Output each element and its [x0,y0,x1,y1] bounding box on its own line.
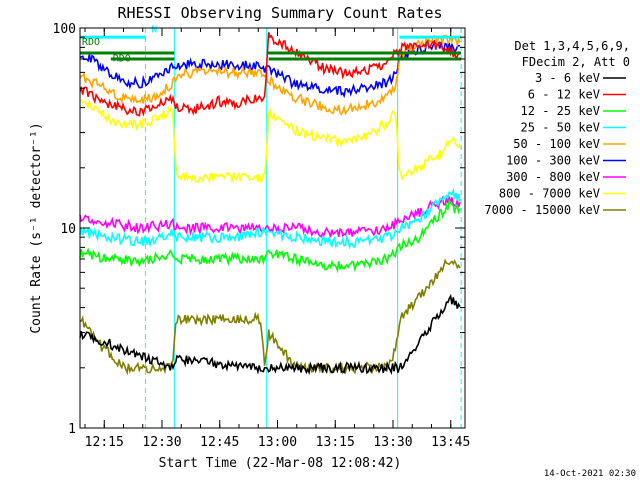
legend-header-line-2: FDecim 2, Att 0 [522,55,630,69]
legend-label-6: 300 - 800 keV [506,170,600,184]
legend-header-line-1: Det 1,3,4,5,6,9, [514,39,630,53]
x-tick-label-4: 13:15 [316,435,355,450]
legend-label-3: 25 - 50 keV [521,121,600,135]
y-tick-label-0: 1 [68,422,76,437]
x-tick-label-0: 12:15 [85,435,124,450]
series-line-0 [79,293,461,376]
legend-label-2: 12 - 25 keV [521,104,600,118]
legend-label-4: 50 - 100 keV [513,137,600,151]
x-tick-label-5: 13:30 [373,435,412,450]
flag-label-0: RDO [82,37,100,48]
x-tick-label-3: 13:00 [258,435,297,450]
x-axis-label: Start Time (22-Mar-08 12:08:42) [159,456,402,471]
series-line-2 [79,198,461,274]
axes: 12:15 12:30 12:45 13:00 13:15 13:30 13:45 1 10 10… [53,22,471,450]
series-line-1 [79,32,461,117]
legend: Det 1,3,4,5,6,9, FDecim 2, Att 0 3 - 6 k… [484,39,630,217]
series-line-4 [79,34,461,116]
series-line-8 [79,258,461,376]
legend-label-0: 3 - 6 keV [535,71,600,85]
footer-date: 14-Oct-2021 02:30 [544,469,636,479]
y-axis-label: Count Rate (s⁻¹ detector⁻¹) [29,122,44,333]
series-line-5 [79,41,461,99]
y-tick-label-2: 100 [53,22,76,37]
legend-label-7: 800 - 7000 keV [499,187,600,201]
x-tick-label-6: 13:45 [431,435,470,450]
y-tick-label-1: 10 [60,222,76,237]
flag-label-1: RDO [113,53,131,64]
legend-label-1: 6 - 12 keV [528,88,600,102]
legend-label-8: 7000 - 15000 keV [484,203,600,217]
chart-marks: RDO RDO N [79,24,462,428]
x-tick-label-2: 12:45 [200,435,239,450]
chart-title: RHESSI Observing Summary Count Rates [117,4,442,22]
series-line-3 [79,187,461,250]
legend-label-5: 100 - 300 keV [506,154,600,168]
x-tick-label-1: 12:30 [142,435,181,450]
flag-label-2: N [151,24,157,35]
series-line-7 [79,99,461,185]
